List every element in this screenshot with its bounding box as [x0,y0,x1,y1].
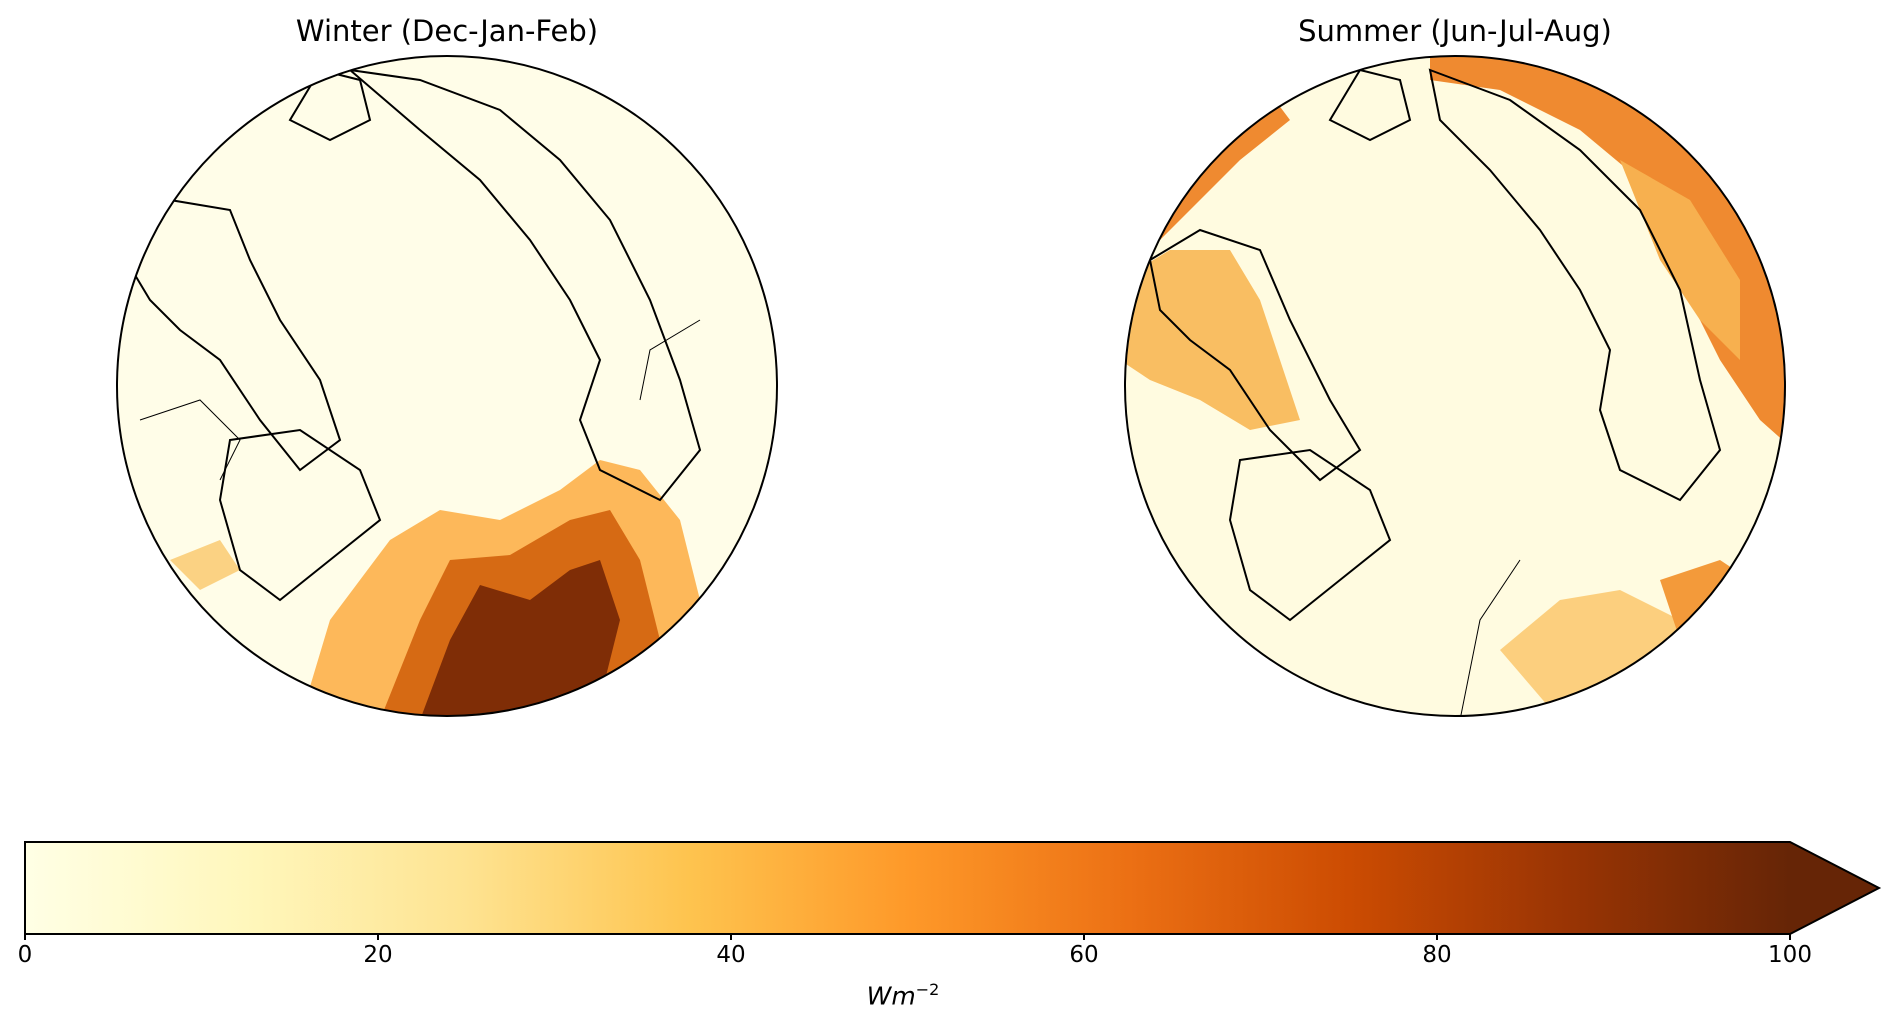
colorbar-tick-label-20: 20 [363,942,393,968]
winter-coastline-greenland [218,428,382,602]
colorbar-ticks [24,934,1791,940]
summer-heat-flux-canada [1125,250,1300,430]
colorbar-unit-label: Wm−2 [867,980,940,1010]
summer-coastline-greenland [1228,448,1392,622]
winter-coastline-eurasia [346,68,702,502]
colorbar-tick-label-0: 0 [17,942,33,968]
colorbar-unit-exponent: −2 [915,980,940,999]
winter-heat-flux-patch [170,540,240,590]
colorbar [24,841,1882,940]
summer-map-background [1125,56,1785,716]
summer-panel-title: Summer (Jun-Jul-Aug) [1298,14,1612,48]
colorbar-outline [24,841,1882,935]
summer-heat-flux-eurasia-inner [1620,160,1740,360]
winter-atlantic-heat-flux-core [420,560,620,716]
colorbar-tick-label-80: 80 [1422,942,1452,968]
summer-contour-1 [1459,559,1521,716]
colorbar-unit-base: Wm [866,981,916,1011]
winter-panel-title: Winter (Dec-Jan-Feb) [295,14,599,48]
summer-coastline-canada [1148,228,1362,482]
colorbar-tick-label-100: 100 [1768,942,1812,968]
winter-coastline-alaska [288,68,372,142]
summer-coastline-eurasia [1428,68,1722,502]
winter-contour-1 [139,399,241,481]
winter-map [116,55,778,717]
colorbar-extend-arrow [1790,842,1879,934]
summer-coastline-alaska [1328,68,1412,142]
summer-map [1124,55,1786,717]
colorbar-tick-label-40: 40 [716,942,746,968]
winter-map-boundary [116,55,778,717]
colorbar-tick-label-60: 60 [1069,942,1099,968]
colorbar-gradient [25,842,1790,934]
winter-coastline-canada [118,198,342,472]
winter-contour-2 [639,319,701,401]
summer-map-boundary [1124,55,1786,717]
